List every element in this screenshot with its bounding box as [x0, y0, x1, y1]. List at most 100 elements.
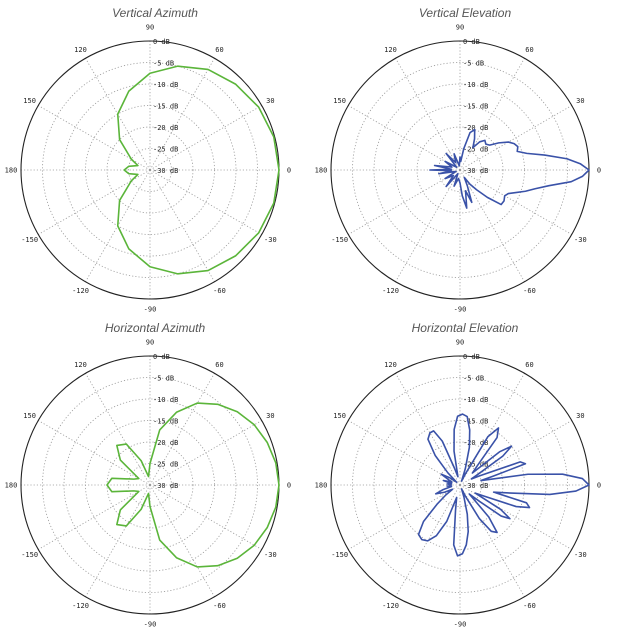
ring-db-label: 0 dB [153, 353, 170, 361]
chart-title: Vertical Elevation [418, 6, 512, 20]
grid-spoke [395, 58, 461, 171]
grid-spoke [149, 105, 262, 171]
grid-ring [63, 398, 237, 572]
grid-ring [352, 377, 568, 593]
grid-spoke [149, 420, 262, 486]
angle-tick-label: 0 [287, 482, 291, 490]
ring-db-label: -25 dB [153, 146, 178, 154]
polar-chart-vertical-azimuth: 90 60 30 0 -30 -60 -90 -120 -150 180 150 120 0 dB -5 … [5, 24, 291, 314]
angle-tick-label: 60 [525, 46, 533, 54]
angle-tick-label: 30 [266, 412, 274, 420]
ring-db-label: -15 dB [153, 103, 178, 111]
angle-tick-label: 180 [315, 482, 328, 490]
angle-tick-label: 90 [146, 24, 154, 32]
polar-chart-horizontal-elevation: 90 60 30 0 -30 -60 -90 -120 -150 180 150 120 0 dB -5 … [315, 339, 601, 629]
ring-db-label: -20 dB [463, 124, 488, 132]
angle-tick-label: 180 [315, 167, 328, 175]
grid-spoke [395, 169, 461, 282]
grid-ring [352, 62, 568, 278]
angle-tick-label: -120 [382, 287, 399, 295]
grid-spoke [459, 169, 572, 235]
grid-spoke [149, 169, 262, 235]
angle-tick-label: 30 [576, 97, 584, 105]
grid-spoke [459, 105, 572, 171]
angle-tick-label: 90 [146, 339, 154, 347]
angle-tick-label: -30 [574, 551, 587, 559]
ring-db-label: 0 dB [153, 38, 170, 46]
grid-spoke [149, 58, 215, 171]
series-pattern-line [116, 65, 280, 275]
ring-db-label: -30 dB [153, 482, 178, 490]
ring-db-label: -5 dB [153, 375, 174, 383]
grid-spoke [459, 169, 525, 282]
angle-tick-label: 30 [266, 97, 274, 105]
grid-ring [416, 126, 504, 214]
angle-tick-label: 150 [23, 97, 36, 105]
grid-spoke [38, 169, 151, 235]
grid-ring [438, 463, 482, 507]
ring-db-label: -15 dB [463, 103, 488, 111]
grid-spoke [348, 484, 461, 550]
grid-ring [416, 441, 504, 529]
grid-ring [128, 148, 172, 192]
chart-title: Horizontal Elevation [411, 321, 519, 335]
angle-tick-label: 180 [5, 167, 18, 175]
grid-ring [438, 148, 482, 192]
angle-tick-label: -30 [264, 551, 277, 559]
ring-db-label: -20 dB [153, 439, 178, 447]
angle-tick-label: -90 [454, 621, 467, 629]
angle-tick-label: 120 [384, 46, 397, 54]
grid-spoke [459, 420, 572, 486]
ring-db-label: 0 dB [463, 38, 480, 46]
angle-tick-label: -60 [213, 287, 226, 295]
polar-chart-vertical-elevation: 90 60 30 0 -30 -60 -90 -120 -150 180 150 120 0 dB -5 … [315, 24, 601, 314]
grid-spoke [149, 484, 262, 550]
angle-tick-label: 60 [215, 361, 223, 369]
grid-ring [128, 463, 172, 507]
angle-tick-label: 150 [23, 412, 36, 420]
angle-tick-label: 60 [215, 46, 223, 54]
angle-tick-label: -120 [72, 602, 89, 610]
chart-title: Vertical Azimuth [112, 6, 198, 20]
ring-db-label: -20 dB [153, 124, 178, 132]
series-pattern-line [106, 402, 280, 568]
grid-spoke [149, 373, 215, 486]
angle-tick-label: -150 [331, 551, 348, 559]
angle-tick-label: -60 [523, 287, 536, 295]
angle-tick-label: -150 [331, 236, 348, 244]
grid-spoke [348, 420, 461, 486]
grid-spoke [149, 169, 215, 282]
chart-title: Horizontal Azimuth [104, 321, 206, 335]
angle-tick-label: -150 [21, 236, 38, 244]
angle-tick-label: 0 [597, 167, 601, 175]
grid-ring [106, 126, 194, 214]
grid-spoke [38, 484, 151, 550]
ring-db-label: -5 dB [153, 60, 174, 68]
grid-ring [373, 83, 547, 257]
angle-tick-label: 150 [333, 412, 346, 420]
ring-db-label: -15 dB [153, 418, 178, 426]
grid-spoke [459, 58, 525, 171]
ring-db-label: -10 dB [463, 396, 488, 404]
ring-db-label: -15 dB [463, 418, 488, 426]
grid-spoke [38, 105, 151, 171]
grid-spoke [85, 484, 151, 597]
angle-tick-label: 0 [597, 482, 601, 490]
angle-tick-label: -60 [213, 602, 226, 610]
ring-db-label: -10 dB [153, 396, 178, 404]
grid-spoke [348, 169, 461, 235]
ring-db-label: 0 dB [463, 353, 480, 361]
ring-db-label: -30 dB [463, 482, 488, 490]
grid-ring [42, 377, 258, 593]
ring-db-label: -30 dB [463, 167, 488, 175]
ring-db-label: -25 dB [153, 461, 178, 469]
angle-tick-label: 150 [333, 97, 346, 105]
ring-db-label: -25 dB [463, 146, 488, 154]
grid-ring [42, 62, 258, 278]
grid-spoke [149, 484, 215, 597]
grid-spoke [85, 373, 151, 486]
grid-spoke [348, 105, 461, 171]
angle-tick-label: 60 [525, 361, 533, 369]
angle-tick-label: -90 [144, 306, 157, 314]
series-pattern-line [429, 128, 590, 209]
